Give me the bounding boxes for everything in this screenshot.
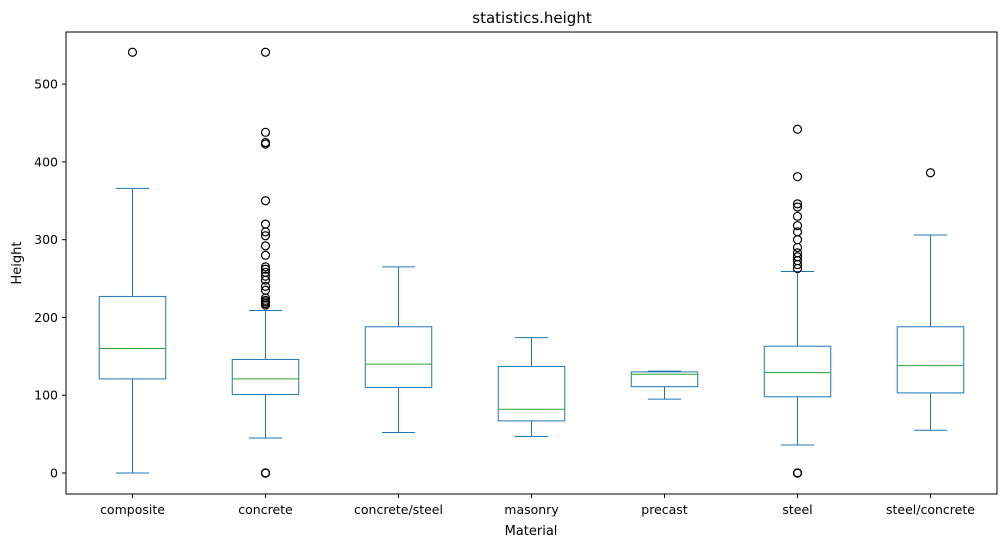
outlier-point <box>792 199 803 209</box>
outlier-point <box>127 47 138 57</box>
outlier-point <box>792 242 803 253</box>
outlier-point <box>792 252 803 262</box>
x-tick-label: concrete/steel <box>354 502 443 517</box>
y-tick-label: 200 <box>34 310 58 325</box>
x-tick-label: masonry <box>504 502 559 517</box>
outlier-point <box>792 235 803 245</box>
outlier-point <box>792 221 803 231</box>
outlier-point <box>260 231 271 241</box>
x-tick-label: steel <box>782 502 812 517</box>
outlier-point <box>792 227 803 237</box>
box-iqr <box>896 326 965 394</box>
box-iqr <box>630 371 699 388</box>
outlier-point <box>260 127 271 137</box>
outlier-point <box>260 250 271 260</box>
x-tick-label: precast <box>641 502 688 517</box>
outlier-point <box>792 211 803 221</box>
outlier-point <box>260 281 271 291</box>
box-iqr <box>98 295 167 380</box>
box-iqr <box>497 365 566 422</box>
outlier-point <box>792 202 803 212</box>
chart-title: statistics.height <box>472 9 592 27</box>
outlier-point <box>792 124 803 134</box>
outlier-point <box>260 47 271 57</box>
y-tick-label: 300 <box>34 232 58 247</box>
x-axis-label: Material <box>505 524 558 539</box>
outlier-point <box>260 262 271 272</box>
x-tick-label: steel/concrete <box>886 502 975 517</box>
plot-frame <box>65 31 998 495</box>
y-tick-label: 500 <box>34 77 58 92</box>
outlier-point <box>260 267 271 277</box>
outlier-point <box>260 219 271 229</box>
outlier-point <box>260 285 271 295</box>
outlier-point <box>260 137 271 148</box>
outlier-point <box>260 241 271 251</box>
outlier-point <box>260 468 271 478</box>
outlier-point <box>925 168 936 178</box>
box-iqr <box>763 345 832 398</box>
y-tick-label: 100 <box>34 388 58 403</box>
outlier-point <box>260 264 271 274</box>
outlier-point <box>260 271 271 281</box>
y-axis-label: Height <box>10 242 25 285</box>
x-tick-label: composite <box>100 502 165 517</box>
box-iqr <box>231 358 300 395</box>
outlier-point <box>260 196 271 206</box>
outlier-point <box>260 295 271 305</box>
outlier-point <box>792 468 803 478</box>
y-tick-label: 400 <box>34 154 58 169</box>
box-iqr <box>364 326 433 388</box>
x-tick-label: concrete <box>238 502 293 517</box>
outlier-point <box>792 248 803 258</box>
outlier-point <box>792 172 803 182</box>
y-tick-label: 0 <box>50 466 58 481</box>
